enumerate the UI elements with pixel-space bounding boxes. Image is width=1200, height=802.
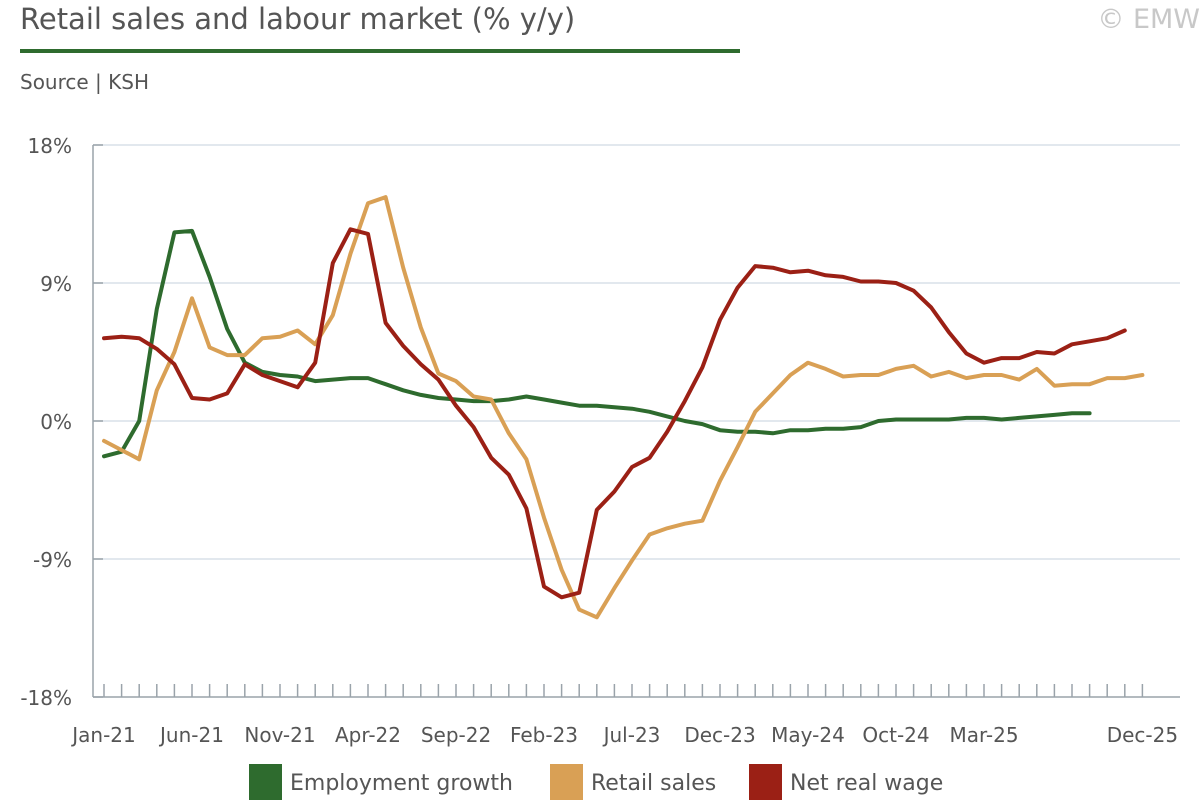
y-tick-label: 18% [28, 134, 72, 158]
legend-swatch-retail [550, 764, 583, 800]
x-tick-label: Jan-21 [70, 723, 136, 747]
series-line-employment-growth [102, 228, 1092, 459]
series-line-net-real-wage [102, 227, 1127, 600]
legend-label-employment: Employment growth [290, 771, 513, 796]
legend-swatch-employment [249, 764, 282, 800]
title-underline [20, 49, 740, 53]
series-line-retail-sales [102, 195, 1145, 620]
x-tick-label: Oct-24 [862, 723, 929, 747]
legend-swatch-wage [749, 764, 782, 800]
y-tick-label: -9% [33, 548, 72, 572]
x-tick-label: Nov-21 [244, 723, 315, 747]
chart-title: Retail sales and labour market (% y/y) [20, 2, 576, 36]
x-tick-label: May-24 [771, 723, 845, 747]
y-tick-label: 0% [40, 410, 72, 434]
y-tick-label: -18% [20, 686, 72, 710]
x-tick-label: Mar-25 [949, 723, 1018, 747]
x-tick-label: Dec-25 [1107, 723, 1178, 747]
copyright-watermark: © EMW [1097, 4, 1200, 35]
x-tick-label: Jun-21 [158, 723, 224, 747]
y-tick-label: 9% [40, 272, 72, 296]
legend-label-retail: Retail sales [591, 771, 717, 796]
x-tick-label: Dec-23 [684, 723, 755, 747]
x-tick-label: Sep-22 [421, 723, 491, 747]
line-chart: 18% 9% 0% -9% -18% Jan-21 Jun-21 Nov-21 Apr-22 Se… [20, 134, 1180, 747]
x-tick-label: Jul-23 [602, 723, 661, 747]
legend-label-wage: Net real wage [790, 771, 944, 796]
x-tick-label: Apr-22 [335, 723, 401, 747]
source-label: Source | KSH [20, 70, 149, 94]
chart-legend: Employment growth Retail sales Net real … [0, 762, 1200, 802]
x-tick-label: Feb-23 [510, 723, 578, 747]
